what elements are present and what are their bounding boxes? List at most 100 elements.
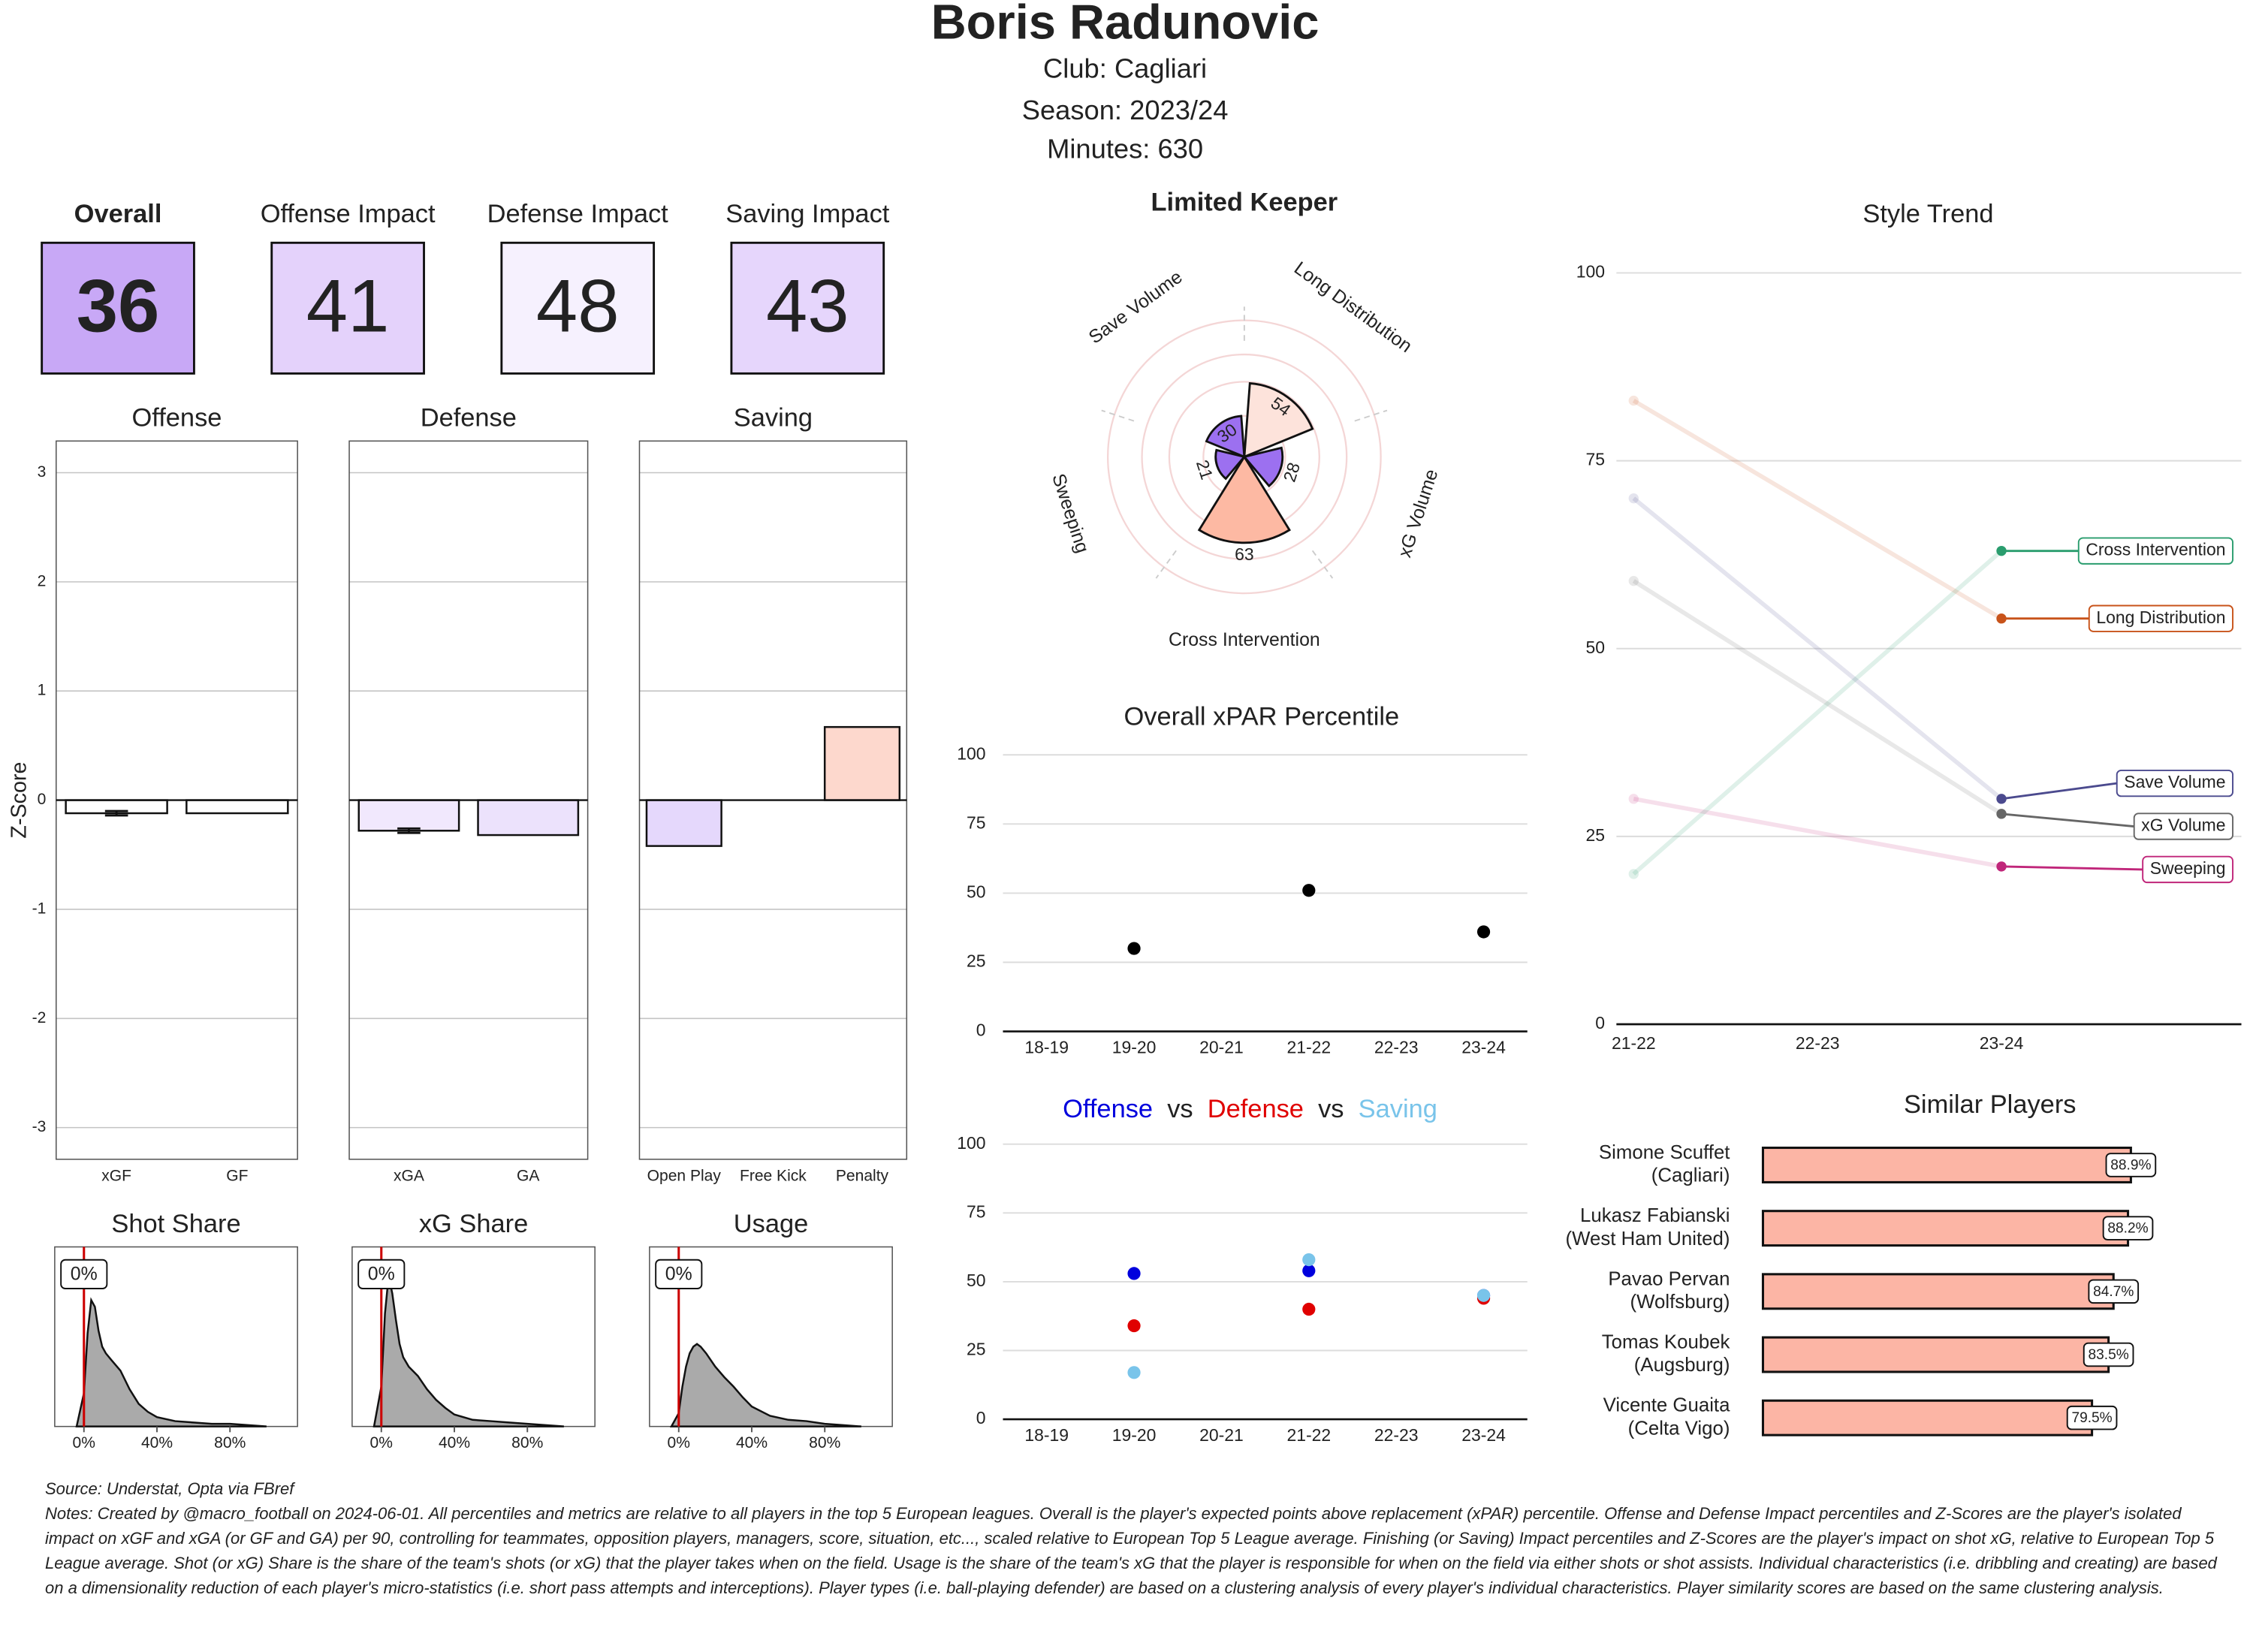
polar-bar [1243, 381, 1314, 459]
x-tick-label: 19-20 [1112, 1425, 1157, 1445]
series-label: Sweeping [2150, 858, 2226, 878]
x-tick-label: xGA [394, 1167, 424, 1184]
title-separator: vs [1167, 1095, 1193, 1123]
panel-title: Offense [132, 404, 222, 433]
series-label: Save Volume [2124, 772, 2225, 791]
tile-label: Overall [74, 200, 162, 228]
player-name: Simone Scuffet [1599, 1142, 1730, 1163]
bar [1761, 1399, 2094, 1436]
legend-entry: Defense [1208, 1095, 1304, 1123]
x-tick-label: 40% [141, 1434, 173, 1452]
category-label: xG Volume [1394, 466, 1442, 559]
x-tick-label: 23-24 [1980, 1033, 2024, 1053]
x-tick-label: 22-23 [1374, 1425, 1419, 1445]
value-label-box [2105, 1153, 2157, 1177]
trend-point [1628, 395, 1639, 406]
bar [1761, 1146, 2132, 1183]
trend-point [1628, 575, 1639, 586]
bar [1761, 1336, 2110, 1373]
polar-bar [1242, 446, 1284, 488]
polar-spoke [1354, 409, 1388, 422]
trend-line [1632, 496, 2003, 801]
tile-box [270, 241, 425, 375]
value-label: 84.7% [2093, 1284, 2134, 1300]
category-label: Cross Intervention [1169, 629, 1320, 650]
point [1302, 1302, 1316, 1316]
season: Season: 2023/24 [1022, 95, 1229, 125]
value-label: 88.9% [2110, 1157, 2151, 1173]
marker-label: 0% [71, 1263, 98, 1284]
club: Club: Cagliari [1043, 53, 1207, 83]
label-connector [2001, 812, 2134, 828]
series-label: Cross Intervention [2086, 540, 2225, 559]
y-tick-label: 100 [957, 1133, 985, 1153]
point [1476, 925, 1491, 939]
polar-ring [1141, 353, 1348, 560]
y-tick-label: 0 [976, 1020, 986, 1040]
notes: Notes: Created by @macro_football on 202… [45, 1504, 2217, 1597]
trend-point [1628, 794, 1639, 804]
player-name: Pavao Pervan [1608, 1268, 1730, 1289]
y-tick-label: 75 [967, 1201, 986, 1221]
y-tick-label: 25 [967, 1340, 986, 1359]
y-tick-label: -3 [32, 1118, 47, 1135]
y-tick-label: 1 [38, 682, 47, 699]
player-name: Tomas Koubek [1602, 1332, 1730, 1353]
value-label-box [2066, 1405, 2118, 1430]
trend-point [1996, 794, 2007, 804]
point [1127, 1267, 1141, 1280]
marker-label: 0% [368, 1263, 395, 1284]
x-tick-label: 80% [511, 1434, 543, 1452]
chart-title: Similar Players [1904, 1090, 2077, 1119]
bar [645, 799, 722, 847]
y-axis-label: Z-Score [8, 762, 32, 839]
polar-spoke [1311, 550, 1334, 579]
point [1302, 1264, 1316, 1277]
y-tick-label: 25 [1586, 825, 1606, 845]
y-tick-label: 0 [976, 1408, 986, 1427]
footer: Source: Understat, Opta via FBref Notes:… [45, 1476, 2223, 1600]
x-tick-label: Open Play [647, 1167, 722, 1184]
value-label-box [2088, 1279, 2140, 1304]
y-tick-label: 3 [38, 463, 47, 481]
point [1127, 1319, 1141, 1333]
y-tick-label: -1 [32, 900, 47, 917]
tile-box [500, 241, 656, 375]
point [1302, 884, 1316, 897]
x-tick-label: 22-23 [1796, 1033, 1840, 1053]
label-connector [2001, 782, 2117, 800]
y-tick-label: 2 [38, 572, 47, 589]
value-label: 83.5% [2089, 1347, 2129, 1363]
error-bar [397, 827, 421, 834]
tile-label: Saving Impact [725, 200, 890, 228]
y-tick-label: 0 [38, 791, 47, 808]
y-tick-label: 75 [1586, 450, 1606, 469]
series-label: Long Distribution [2096, 607, 2225, 627]
x-tick-label: 21-22 [1286, 1425, 1331, 1445]
chart-title: Offense vs Defense vs Saving [1063, 1095, 1437, 1123]
bar [823, 725, 901, 801]
x-tick-label: 21-22 [1286, 1038, 1331, 1057]
panel-title: Saving [734, 404, 813, 433]
tile-value: 36 [77, 264, 160, 348]
marker-label-box [60, 1259, 108, 1289]
y-tick-label: 75 [967, 812, 986, 832]
trend-point [1628, 493, 1639, 504]
legend-entry: Saving [1359, 1095, 1437, 1123]
y-tick-label: 100 [1576, 262, 1605, 282]
trend-line [1632, 399, 2003, 621]
tile-box [730, 241, 885, 375]
x-tick-label: 80% [809, 1434, 840, 1452]
x-tick-label: 18-19 [1024, 1425, 1069, 1445]
bar [357, 799, 460, 832]
player-club: (Celta Vigo) [1628, 1418, 1730, 1439]
x-tick-label: 80% [214, 1434, 246, 1452]
polar-bar [1197, 454, 1291, 544]
player-club: (West Ham United) [1565, 1228, 1730, 1250]
value-label: 21 [1193, 457, 1217, 481]
source: Source: Understat, Opta via FBref [45, 1479, 294, 1498]
tile-label: Defense Impact [487, 200, 669, 228]
x-tick-label: GA [517, 1167, 539, 1184]
trend-line [1633, 797, 2002, 869]
